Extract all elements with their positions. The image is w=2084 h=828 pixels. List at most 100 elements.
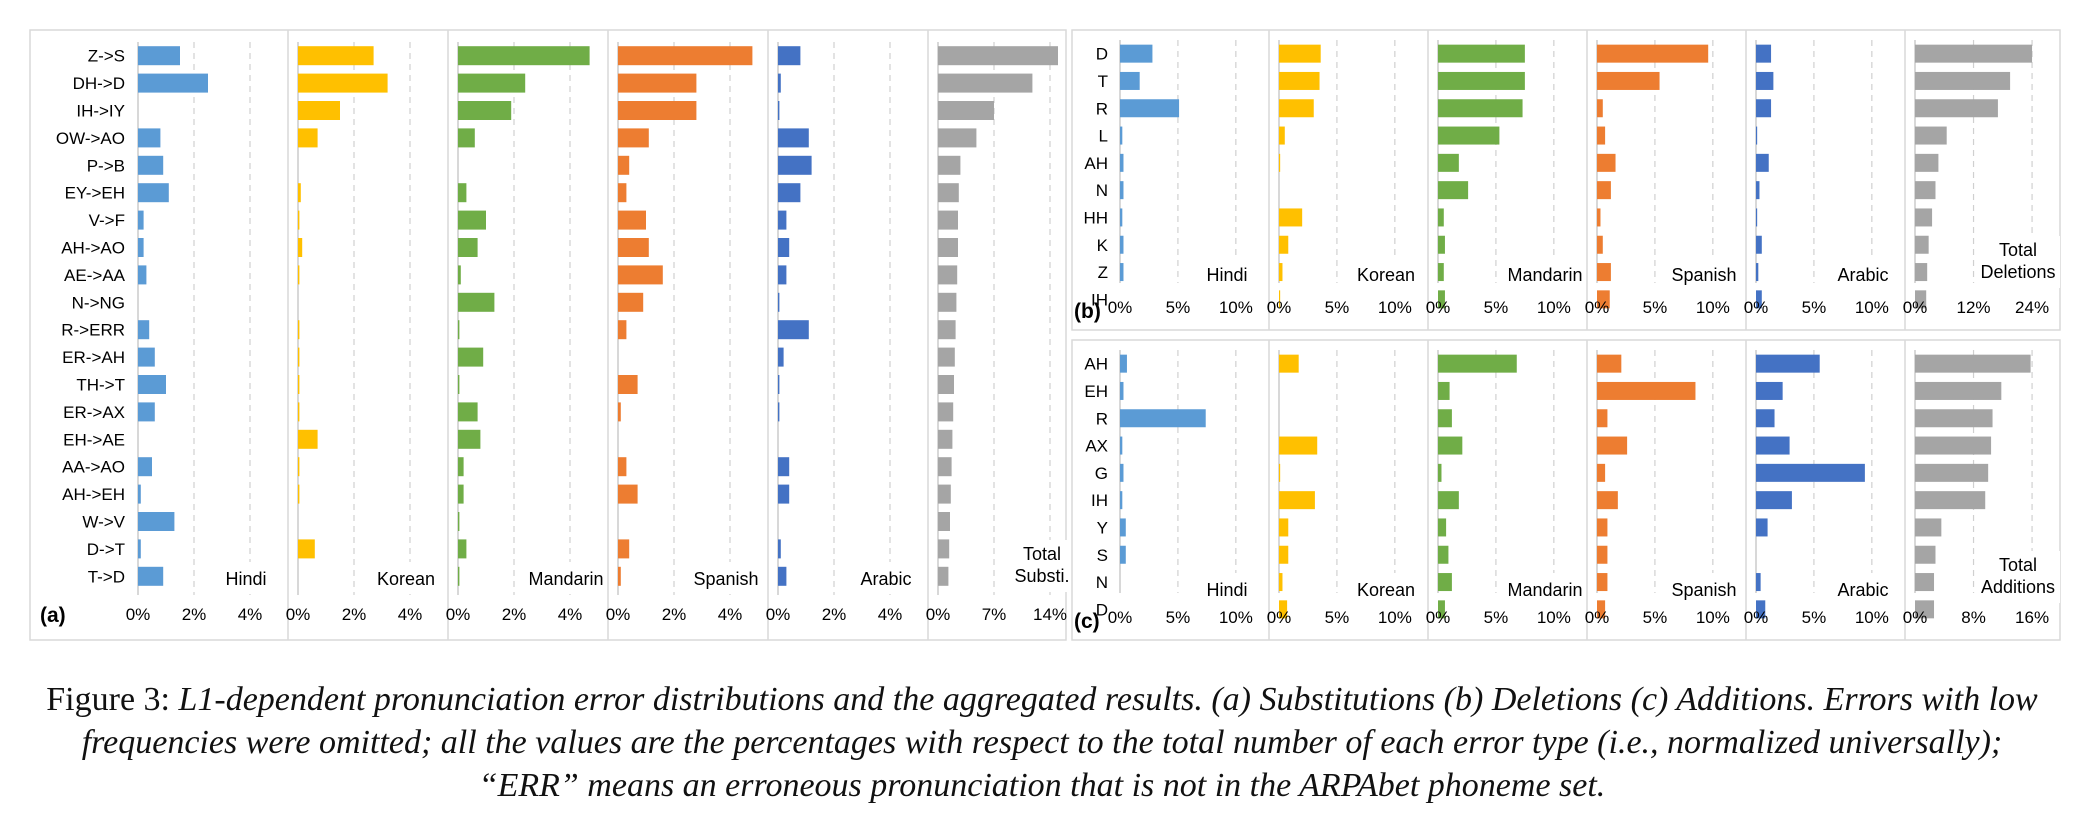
- bar-korean-d: [1279, 44, 1321, 63]
- category-label-d: D: [1096, 600, 1108, 619]
- tick-label: 0%: [1267, 608, 1292, 627]
- bar-arabic-r: [1756, 409, 1775, 428]
- tick-label: 0%: [1585, 608, 1610, 627]
- series-label-arabic: Arabic: [1837, 580, 1888, 600]
- bar-korean-g: [1279, 463, 1281, 482]
- tick-label: 0%: [1426, 298, 1451, 317]
- bar-mandarin-ah-ao: [458, 238, 478, 257]
- bar-korean-ah-eh: [298, 484, 300, 504]
- series-label-mandarin: Mandarin: [528, 569, 603, 589]
- bar-spanish-n: [1597, 573, 1608, 592]
- series-label-box: [1825, 258, 1901, 290]
- bar-hindi-ow-ao: [138, 128, 161, 148]
- bar-total-deletions-hh: [1915, 208, 1933, 227]
- category-label-n: N: [1096, 573, 1108, 592]
- tick-label: 5%: [1166, 608, 1191, 627]
- bar-mandarin-eh: [1438, 381, 1450, 400]
- tick-label: 0%: [1585, 298, 1610, 317]
- tick-label: 0%: [1426, 608, 1451, 627]
- category-label-n: N: [1096, 181, 1108, 200]
- series-label-box: [1666, 258, 1742, 290]
- bar-mandarin-ow-ao: [458, 128, 475, 148]
- bar-spanish-z-s: [618, 46, 753, 66]
- tick-label: 2%: [662, 605, 687, 624]
- tick-label: 0%: [1744, 608, 1769, 627]
- bar-total-deletions-l: [1915, 126, 1947, 145]
- tick-label: 0%: [1267, 298, 1292, 317]
- bar-spanish-n-ng: [618, 292, 644, 312]
- chart-a-frame: [29, 29, 1067, 641]
- bar-arabic-ax: [1756, 436, 1790, 455]
- bar-total-substi-eh-ae: [938, 429, 953, 449]
- category-label-ey-eh: EY->EH: [65, 184, 125, 203]
- tick-label: 4%: [718, 605, 743, 624]
- bar-total-additions-n: [1915, 573, 1935, 592]
- bar-arabic-hh: [1756, 208, 1758, 227]
- bar-mandarin-s: [1438, 545, 1449, 564]
- tick-label: 0%: [1903, 298, 1928, 317]
- bar-hindi-ah-eh: [138, 484, 141, 504]
- caption-prefix: Figure 3:: [46, 681, 179, 718]
- bar-mandarin-t: [1438, 71, 1525, 90]
- series-label-box: [1976, 551, 2060, 603]
- bar-arabic-d: [1756, 600, 1766, 619]
- bar-total-substi-v-f: [938, 210, 958, 230]
- tick-label: 16%: [2015, 608, 2049, 627]
- tick-label: 0%: [126, 605, 151, 624]
- bar-mandarin-l: [1438, 126, 1500, 145]
- tick-label: 2%: [502, 605, 527, 624]
- bar-korean-ax: [1279, 436, 1318, 455]
- category-label-w-v: W->V: [82, 513, 125, 532]
- series-label-box: [848, 562, 924, 594]
- bar-mandarin-y: [1438, 518, 1447, 537]
- category-label-z: Z: [1098, 263, 1108, 282]
- bar-korean-aa-ao: [298, 457, 300, 477]
- bar-total-deletions-d: [1915, 44, 2033, 63]
- bar-korean-th-t: [298, 375, 300, 394]
- bar-mandarin-th-t: [458, 375, 460, 394]
- tick-label: 10%: [1219, 298, 1253, 317]
- panel-label: (c): [1074, 610, 1100, 633]
- tick-label: 10%: [1855, 608, 1889, 627]
- tick-label: 5%: [1484, 298, 1509, 317]
- series-label-box: [1825, 573, 1901, 605]
- bar-spanish-z: [1597, 263, 1611, 282]
- bar-arabic-l: [1756, 126, 1758, 145]
- bar-korean-ah-ao: [298, 238, 303, 257]
- bar-total-substi-r-err: [938, 320, 956, 340]
- bar-spanish-ih: [1597, 290, 1610, 309]
- bar-mandarin-er-ah: [458, 347, 484, 367]
- tick-label: 5%: [1166, 298, 1191, 317]
- bar-arabic-ah: [1756, 354, 1820, 373]
- bar-hindi-k: [1120, 235, 1124, 254]
- bar-korean-ih: [1279, 290, 1281, 309]
- bar-korean-n: [1279, 573, 1283, 592]
- series-label-box: [208, 562, 284, 594]
- tick-label: 0%: [926, 605, 951, 624]
- bar-korean-ih: [1279, 491, 1315, 510]
- tick-label: 2%: [182, 605, 207, 624]
- bar-korean-hh: [1279, 208, 1303, 227]
- category-label-d: D: [1096, 45, 1108, 64]
- category-label-ih: IH: [1091, 290, 1108, 309]
- bar-total-substi-ih-iy: [938, 101, 994, 120]
- tick-label: 10%: [1537, 298, 1571, 317]
- category-label-d-t: D->T: [87, 540, 125, 559]
- bar-mandarin-z: [1438, 263, 1444, 282]
- chart-a: (a) Z->S DH->D IH->IY OW->AO P->B EY->EH V->F AH…: [29, 29, 1084, 641]
- bar-spanish-ih: [1597, 491, 1618, 510]
- series-label-box: [1348, 258, 1424, 290]
- bar-arabic-ah-ao: [778, 238, 790, 257]
- bar-arabic-k: [1756, 235, 1762, 254]
- bar-arabic-r-err: [778, 320, 809, 340]
- bar-total-substi-er-ah: [938, 347, 955, 367]
- series-label-arabic: Arabic: [860, 569, 911, 589]
- bar-spanish-s: [1597, 545, 1608, 564]
- panel-label: (b): [1074, 300, 1101, 323]
- bar-mandarin-ih: [1438, 491, 1459, 510]
- bar-mandarin-ey-eh: [458, 183, 467, 203]
- bar-hindi-r: [1120, 99, 1180, 118]
- bar-total-deletions-n: [1915, 181, 1936, 200]
- bar-spanish-r-err: [618, 320, 627, 340]
- category-label-s: S: [1097, 546, 1108, 565]
